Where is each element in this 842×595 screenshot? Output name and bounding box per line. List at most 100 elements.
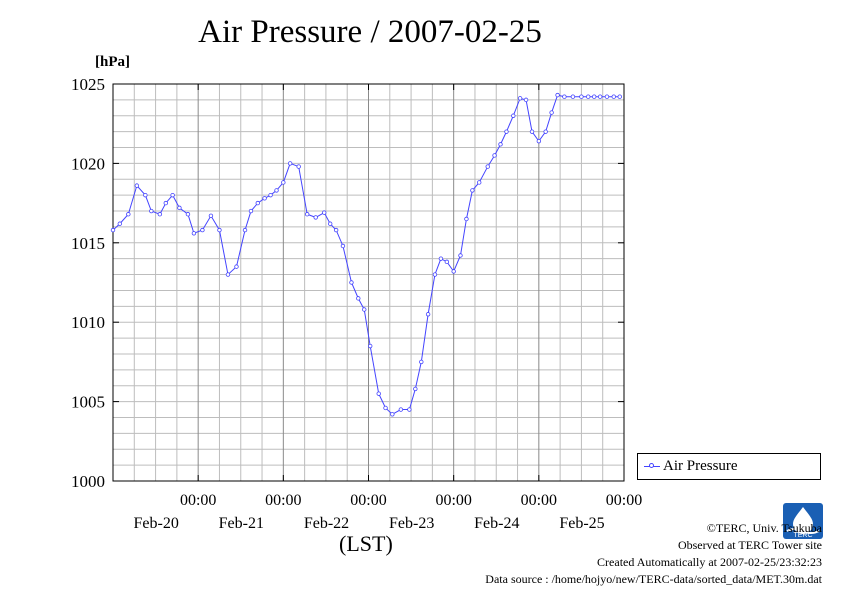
data-point: [225, 272, 231, 277]
data-point: [523, 97, 529, 103]
series-group: [110, 92, 622, 417]
x-tick-date-label: Feb-21: [219, 515, 264, 532]
chart-legend: Air Pressure: [637, 453, 821, 480]
data-point: [304, 212, 310, 217]
data-point: [322, 210, 327, 215]
logo-text: TERC: [793, 532, 812, 539]
data-point: [177, 205, 182, 211]
x-tick-time-label: 00:00: [350, 492, 386, 509]
data-point: [340, 243, 346, 249]
chart-grid: [112, 83, 625, 482]
data-point: [536, 138, 542, 144]
data-point: [570, 94, 576, 99]
legend-line-marker-icon: [644, 463, 660, 468]
data-point: [157, 212, 163, 217]
data-point: [611, 94, 616, 99]
data-point: [349, 280, 354, 285]
x-tick-time-label: 00:00: [265, 492, 301, 509]
data-point: [498, 142, 503, 147]
data-point: [470, 188, 475, 193]
x-tick-date-label: Feb-23: [389, 515, 434, 532]
data-point: [217, 227, 222, 233]
data-point: [492, 153, 497, 158]
observed-text: Observed at TERC Tower site: [677, 538, 822, 552]
x-tick-date-label: Feb-24: [474, 515, 519, 532]
terc-logo-icon: TERC: [783, 503, 823, 539]
x-tick-time-label: 00:00: [435, 492, 471, 509]
data-point: [390, 412, 395, 417]
legend-label: Air Pressure: [663, 458, 738, 474]
y-tick-label: 1005: [71, 393, 105, 412]
data-point: [163, 200, 169, 206]
data-point: [376, 391, 381, 396]
data-point: [143, 192, 148, 198]
data-point: [170, 192, 175, 198]
data-point: [333, 227, 339, 233]
data-point: [485, 164, 490, 169]
x-tick-time-label: 00:00: [180, 492, 216, 509]
data-source-text: Data source : /home/hojyo/new/TERC-data/…: [485, 572, 822, 586]
y-axis-unit-label: [hPa]: [95, 54, 130, 70]
data-point: [313, 215, 318, 220]
data-point: [555, 92, 560, 98]
data-point: [543, 129, 548, 134]
axis-ticks: 10001005101010151020102500:00Feb-2000:00…: [71, 75, 642, 532]
data-point: [149, 208, 154, 214]
y-tick-label: 1025: [71, 75, 105, 94]
data-point: [529, 129, 535, 134]
data-point: [234, 264, 239, 269]
data-point: [419, 359, 424, 365]
data-point: [407, 407, 412, 412]
data-point: [287, 161, 293, 166]
x-tick-date-label: Feb-20: [134, 515, 179, 532]
y-tick-label: 1015: [71, 234, 105, 253]
data-point: [458, 253, 463, 258]
data-point: [549, 110, 554, 115]
series-line: [112, 94, 620, 415]
data-point: [617, 94, 622, 99]
data-point: [597, 94, 603, 99]
data-point: [451, 269, 456, 274]
data-point: [185, 212, 191, 217]
data-point: [248, 208, 254, 214]
data-point: [464, 216, 469, 222]
y-tick-label: 1000: [71, 472, 105, 491]
data-point: [586, 94, 591, 99]
data-point: [208, 213, 214, 219]
data-point: [504, 129, 509, 134]
y-tick-label: 1020: [71, 154, 105, 173]
data-point: [438, 256, 444, 261]
data-point: [274, 188, 279, 193]
data-point: [327, 221, 333, 226]
data-point: [511, 113, 516, 118]
data-point: [296, 164, 301, 169]
data-point: [110, 227, 116, 233]
x-tick-date-label: Feb-25: [559, 515, 604, 532]
data-point: [362, 307, 367, 312]
data-point: [477, 180, 482, 185]
data-point: [262, 196, 267, 201]
data-point: [517, 96, 523, 101]
data-point: [413, 386, 418, 392]
x-tick-time-label: 00:00: [521, 492, 557, 509]
data-point: [134, 183, 140, 188]
data-point: [432, 272, 438, 277]
data-point: [268, 192, 273, 198]
data-point: [200, 227, 205, 233]
data-point: [368, 343, 373, 349]
chart-title: Air Pressure / 2007-02-25: [198, 14, 542, 50]
data-point: [117, 221, 123, 226]
data-point: [242, 227, 248, 233]
x-tick-time-label: 00:00: [606, 492, 642, 509]
data-point: [356, 296, 361, 301]
data-point: [444, 259, 450, 265]
data-point: [604, 94, 610, 99]
data-point: [579, 94, 584, 99]
data-point: [425, 312, 431, 317]
x-axis-label: (LST): [339, 531, 393, 556]
y-tick-label: 1010: [71, 313, 105, 332]
created-text: Created Automatically at 2007-02-25/23:3…: [597, 555, 822, 569]
data-point: [398, 407, 404, 412]
x-tick-date-label: Feb-22: [304, 515, 349, 532]
